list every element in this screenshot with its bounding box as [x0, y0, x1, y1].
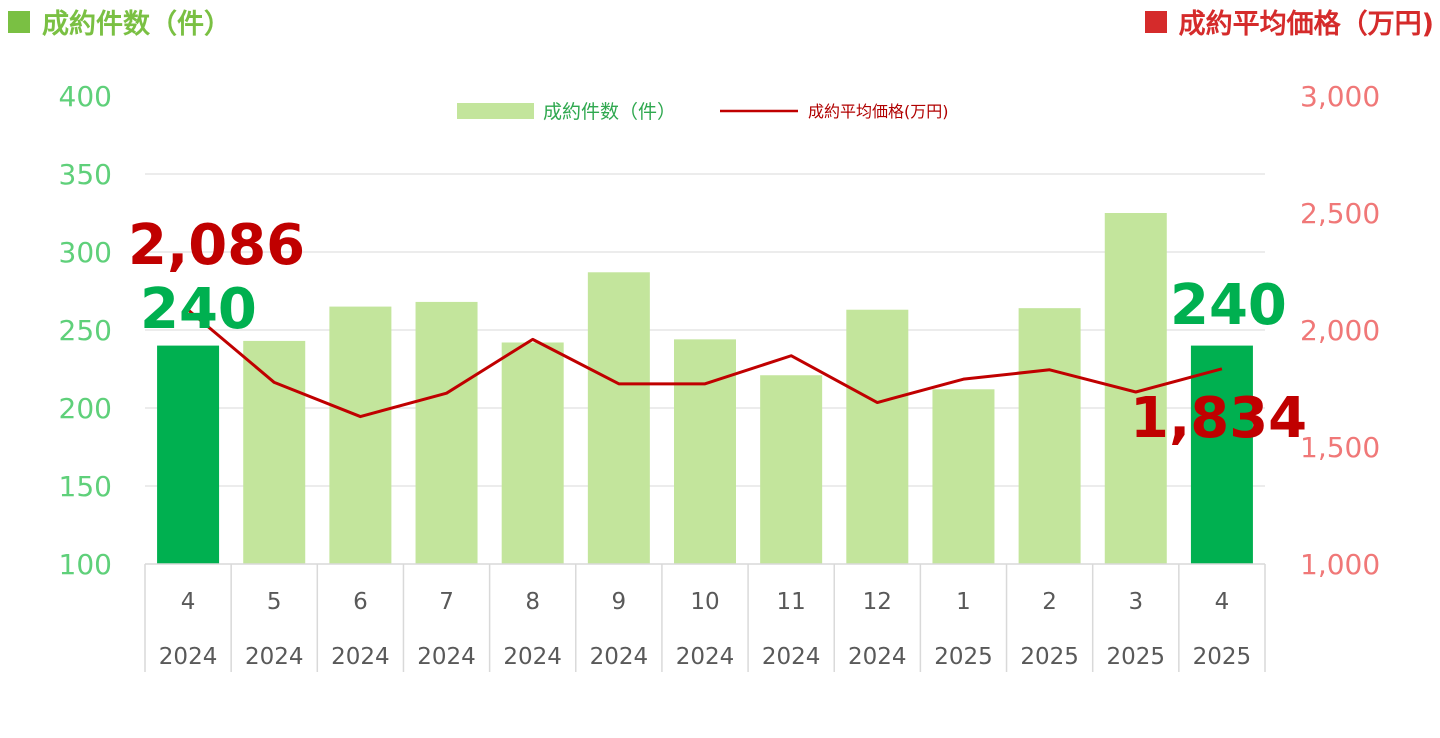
legend-bar-label: 成約件数（件） [543, 101, 676, 123]
left-axis-tick: 350 [59, 158, 112, 191]
x-year-label: 2024 [503, 644, 562, 670]
x-year-label: 2024 [245, 644, 304, 670]
left-axis-title: 成約件数（件） [8, 2, 231, 41]
right-axis-title-text: 成約平均価格（万円) [1178, 9, 1434, 40]
left-axis-tick: 200 [59, 392, 112, 425]
annotation-last-count: 240 [1170, 273, 1287, 338]
x-year-label: 2025 [1020, 644, 1079, 670]
x-year-label: 2024 [590, 644, 649, 670]
red-square-icon [1144, 10, 1167, 33]
x-year-label: 2025 [1193, 644, 1252, 670]
left-axis-tick: 300 [59, 236, 112, 269]
bar [760, 375, 823, 564]
x-category-label: 5 [267, 589, 282, 615]
bar [587, 272, 650, 564]
x-category-label: 2 [1042, 589, 1057, 615]
green-square-icon [8, 10, 30, 33]
x-category-label: 9 [612, 589, 627, 615]
x-year-label: 2025 [934, 644, 993, 670]
left-axis-tick: 400 [59, 80, 112, 113]
bar [157, 345, 220, 564]
annotation-first-price: 2,086 [128, 213, 305, 278]
bar-series [157, 213, 1253, 564]
left-axis-tick: 150 [59, 470, 112, 503]
right-axis-ticks: 3,000 2,500 2,000 1,500 1,000 [1300, 80, 1380, 581]
legend-bar-swatch [457, 103, 534, 119]
bar [243, 340, 306, 564]
x-category-label: 10 [690, 589, 719, 615]
x-category-label: 4 [181, 589, 196, 615]
annotations: 2,086 240 240 1,834 [128, 213, 1307, 451]
annotation-first-count: 240 [140, 277, 257, 342]
bar [415, 301, 478, 564]
line-series [187, 308, 1223, 419]
bar [1190, 345, 1253, 564]
annotation-last-price: 1,834 [1130, 386, 1307, 451]
x-year-label: 2024 [331, 644, 390, 670]
x-category-label: 3 [1128, 589, 1143, 615]
right-axis-tick: 3,000 [1300, 80, 1380, 113]
left-axis-tick: 100 [59, 548, 112, 581]
left-axis-ticks: 400 350 300 250 200 150 100 [59, 80, 112, 581]
legend-line-label: 成約平均価格(万円) [808, 102, 949, 121]
x-year-label: 2025 [1106, 644, 1165, 670]
x-year-label: 2024 [159, 644, 218, 670]
x-category-label: 8 [525, 589, 540, 615]
right-axis-tick: 2,500 [1300, 197, 1380, 230]
bar [1018, 308, 1081, 564]
right-axis-tick: 2,000 [1300, 314, 1380, 347]
right-axis-tick: 1,000 [1300, 548, 1380, 581]
bar [674, 339, 736, 564]
x-category-label: 12 [863, 589, 892, 615]
x-category-label: 11 [777, 589, 806, 615]
bar [846, 309, 909, 564]
x-year-label: 2024 [848, 644, 907, 670]
x-year-label: 2024 [417, 644, 476, 670]
x-year-label: 2024 [676, 644, 735, 670]
legend: 成約件数（件） 成約平均価格(万円) [457, 101, 949, 123]
left-axis-title-text: 成約件数（件） [42, 9, 231, 40]
x-category-label: 6 [353, 589, 368, 615]
bar [329, 306, 392, 564]
x-category-label: 1 [956, 589, 971, 615]
bar [501, 342, 564, 564]
left-axis-tick: 250 [59, 314, 112, 347]
x-category-label: 4 [1215, 589, 1230, 615]
x-category-label: 7 [439, 589, 454, 615]
x-axis: 4 2024 5 2024 6 2024 7 2024 8 2024 9 2024 10 2024 11 20… [144, 563, 1266, 672]
right-axis-title: 成約平均価格（万円) [1144, 2, 1434, 41]
x-year-label: 2024 [762, 644, 821, 670]
price-line [187, 308, 1223, 419]
right-axis-tick: 1,500 [1300, 431, 1380, 464]
bar [932, 389, 995, 564]
bar [1104, 213, 1167, 564]
